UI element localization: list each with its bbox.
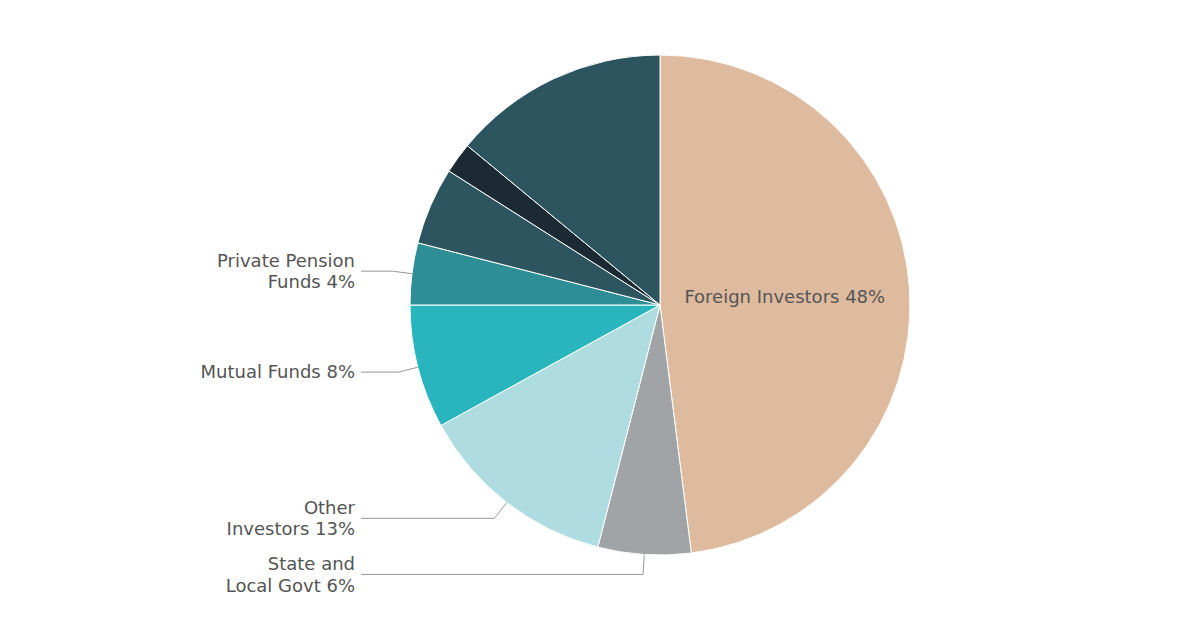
slice-label-line: Funds 4%: [268, 271, 355, 292]
outside-label: OtherInvestors 13%: [227, 497, 356, 540]
inside-label: Foreign Investors 48%: [684, 286, 885, 307]
leader-line: [361, 555, 644, 575]
slices: [410, 55, 910, 555]
slice-label-line: Mutual Funds 8%: [201, 361, 355, 382]
slice: [410, 305, 660, 425]
slice-label-line: Local Govt 6%: [226, 575, 355, 596]
slice: [660, 55, 910, 553]
leader-line: [361, 271, 412, 274]
slice-label-line: Other: [304, 497, 356, 518]
outside-label: Private PensionFunds 4%: [217, 250, 355, 293]
slice-label: OtherInvestors 13%: [227, 497, 356, 540]
leader-line: [361, 367, 418, 372]
slice-label: Mutual Funds 8%: [201, 361, 355, 382]
slice: [467, 55, 660, 305]
slice-label: State andLocal Govt 6%: [226, 553, 355, 596]
slice-label: Foreign Investors 48%: [684, 286, 885, 307]
leader-line: [361, 503, 507, 519]
chart: Foreign Investors 48% Private PensionFund…: [0, 0, 1200, 630]
slice-label-line: State and: [268, 553, 355, 574]
outside-label: State andLocal Govt 6%: [226, 553, 355, 596]
slice-label-line: Private Pension: [217, 250, 355, 271]
labels: Foreign Investors 48% Private PensionFund…: [201, 250, 886, 596]
pie: Foreign Investors 48% Private PensionFund…: [201, 55, 910, 596]
slice-label-line: Investors 13%: [227, 518, 355, 539]
slice-label: Private PensionFunds 4%: [217, 250, 355, 293]
slice-label-line: Foreign Investors 48%: [684, 286, 885, 307]
outside-label: Mutual Funds 8%: [201, 361, 355, 382]
